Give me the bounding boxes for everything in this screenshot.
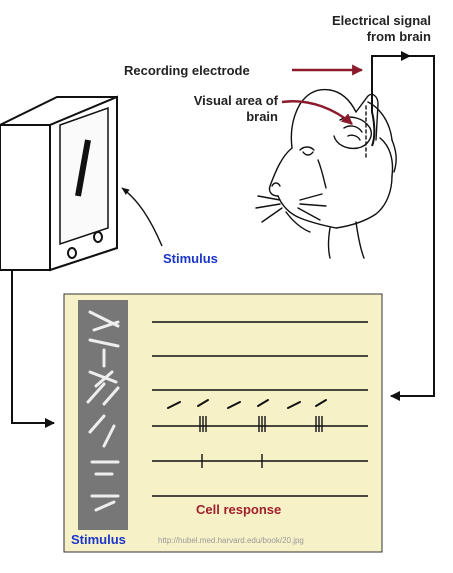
cat-head (255, 88, 397, 259)
visual-area-label: Visual area of brain (160, 93, 278, 125)
visual-area-arrow (281, 99, 353, 125)
stimulus-top-label: Stimulus (163, 251, 218, 266)
source-url: http://hubel.med.harvard.edu/book/20.jpg (158, 536, 304, 545)
stimulus-pointer-arrow (121, 187, 163, 247)
monitor (0, 95, 118, 272)
electrical-signal-line1: Electrical signal (332, 13, 431, 28)
stimulus-bar (75, 139, 91, 197)
visual-area-line2: brain (246, 109, 278, 124)
monitor-to-panel-line (11, 270, 55, 428)
response-traces (152, 321, 368, 497)
stimulus-markers (167, 399, 327, 409)
electrical-signal-label: Electrical signal from brain (305, 13, 431, 45)
signal-wire (371, 55, 435, 401)
stimulus-panel-label: Stimulus (71, 532, 126, 547)
spike-trains (199, 416, 323, 468)
stimulus-orientation-icons (86, 310, 120, 512)
visual-area-line1: Visual area of (193, 93, 278, 108)
recording-electrode-label: Recording electrode (124, 63, 250, 78)
cell-response-label: Cell response (196, 502, 282, 517)
electrical-signal-line2: from brain (366, 29, 431, 44)
